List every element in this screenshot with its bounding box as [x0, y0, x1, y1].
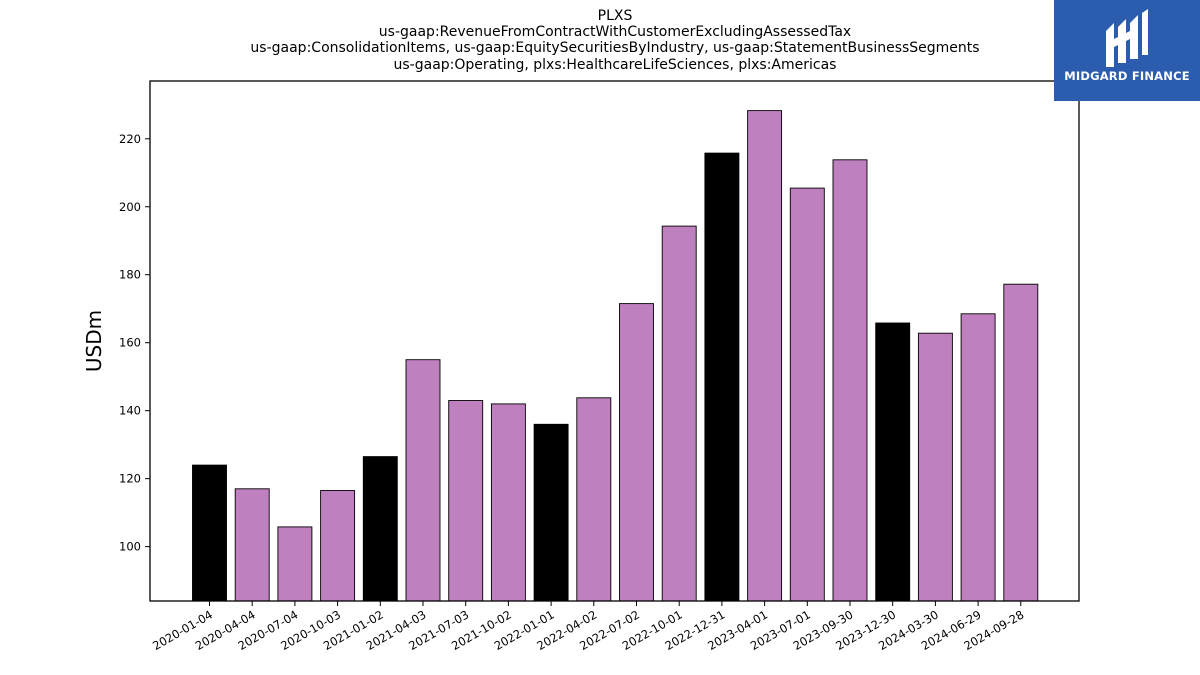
chart-title: PLXS us-gaap:RevenueFromContractWithCust… [250, 8, 979, 73]
y-tick-label: 100 [119, 540, 141, 554]
bar-2023-09-30 [832, 159, 868, 602]
bar-2022-12-31 [704, 152, 740, 602]
logo-text: MIDGARD FINANCE [1064, 69, 1190, 83]
y-axis-label: USDm [82, 310, 106, 372]
bar-2020-01-04 [192, 464, 227, 602]
bar-2023-04-01 [747, 110, 783, 602]
bar-2022-04-02 [576, 397, 612, 602]
bar-2021-10-02 [490, 403, 526, 602]
bar-2023-12-30 [875, 322, 911, 602]
bar-2021-07-03 [448, 400, 484, 602]
bar-2022-10-01 [661, 225, 697, 602]
title-line-4: us-gaap:Operating, plxs:HealthcareLifeSc… [394, 57, 837, 73]
bar-2023-07-01 [789, 187, 825, 602]
bars-layer [192, 110, 1039, 602]
y-tick-label: 120 [119, 472, 141, 486]
logo: MIDGARD FINANCE [1054, 0, 1200, 101]
y-tick-label: 180 [119, 268, 141, 282]
bar-2020-04-04 [234, 488, 270, 602]
bar-2022-07-02 [619, 303, 654, 602]
bar-2020-10-03 [320, 490, 356, 602]
title-line-1: PLXS [598, 8, 633, 24]
y-tick-label: 160 [119, 336, 141, 350]
title-line-2: us-gaap:RevenueFromContractWithCustomerE… [379, 24, 851, 40]
y-tick-label: 200 [119, 200, 141, 214]
x-axis: 2020-01-042020-04-042020-07-042020-10-03… [150, 601, 1026, 653]
title-line-3: us-gaap:ConsolidationItems, us-gaap:Equi… [250, 40, 979, 56]
bar-2020-07-04 [277, 526, 313, 602]
bar-2021-01-02 [362, 456, 398, 602]
plot-frame [149, 80, 1080, 602]
bar-2021-04-03 [405, 359, 441, 602]
bar-2022-01-01 [533, 423, 569, 602]
y-tick-label: 140 [119, 404, 141, 418]
y-tick-label: 220 [119, 132, 141, 146]
bar-2024-09-28 [1003, 283, 1039, 602]
bar-2024-03-30 [917, 332, 953, 602]
midgard-logo-icon [1106, 9, 1148, 67]
bar-2024-06-29 [960, 313, 996, 602]
y-axis: 100 120 140 160 180 200 220 [119, 132, 150, 554]
